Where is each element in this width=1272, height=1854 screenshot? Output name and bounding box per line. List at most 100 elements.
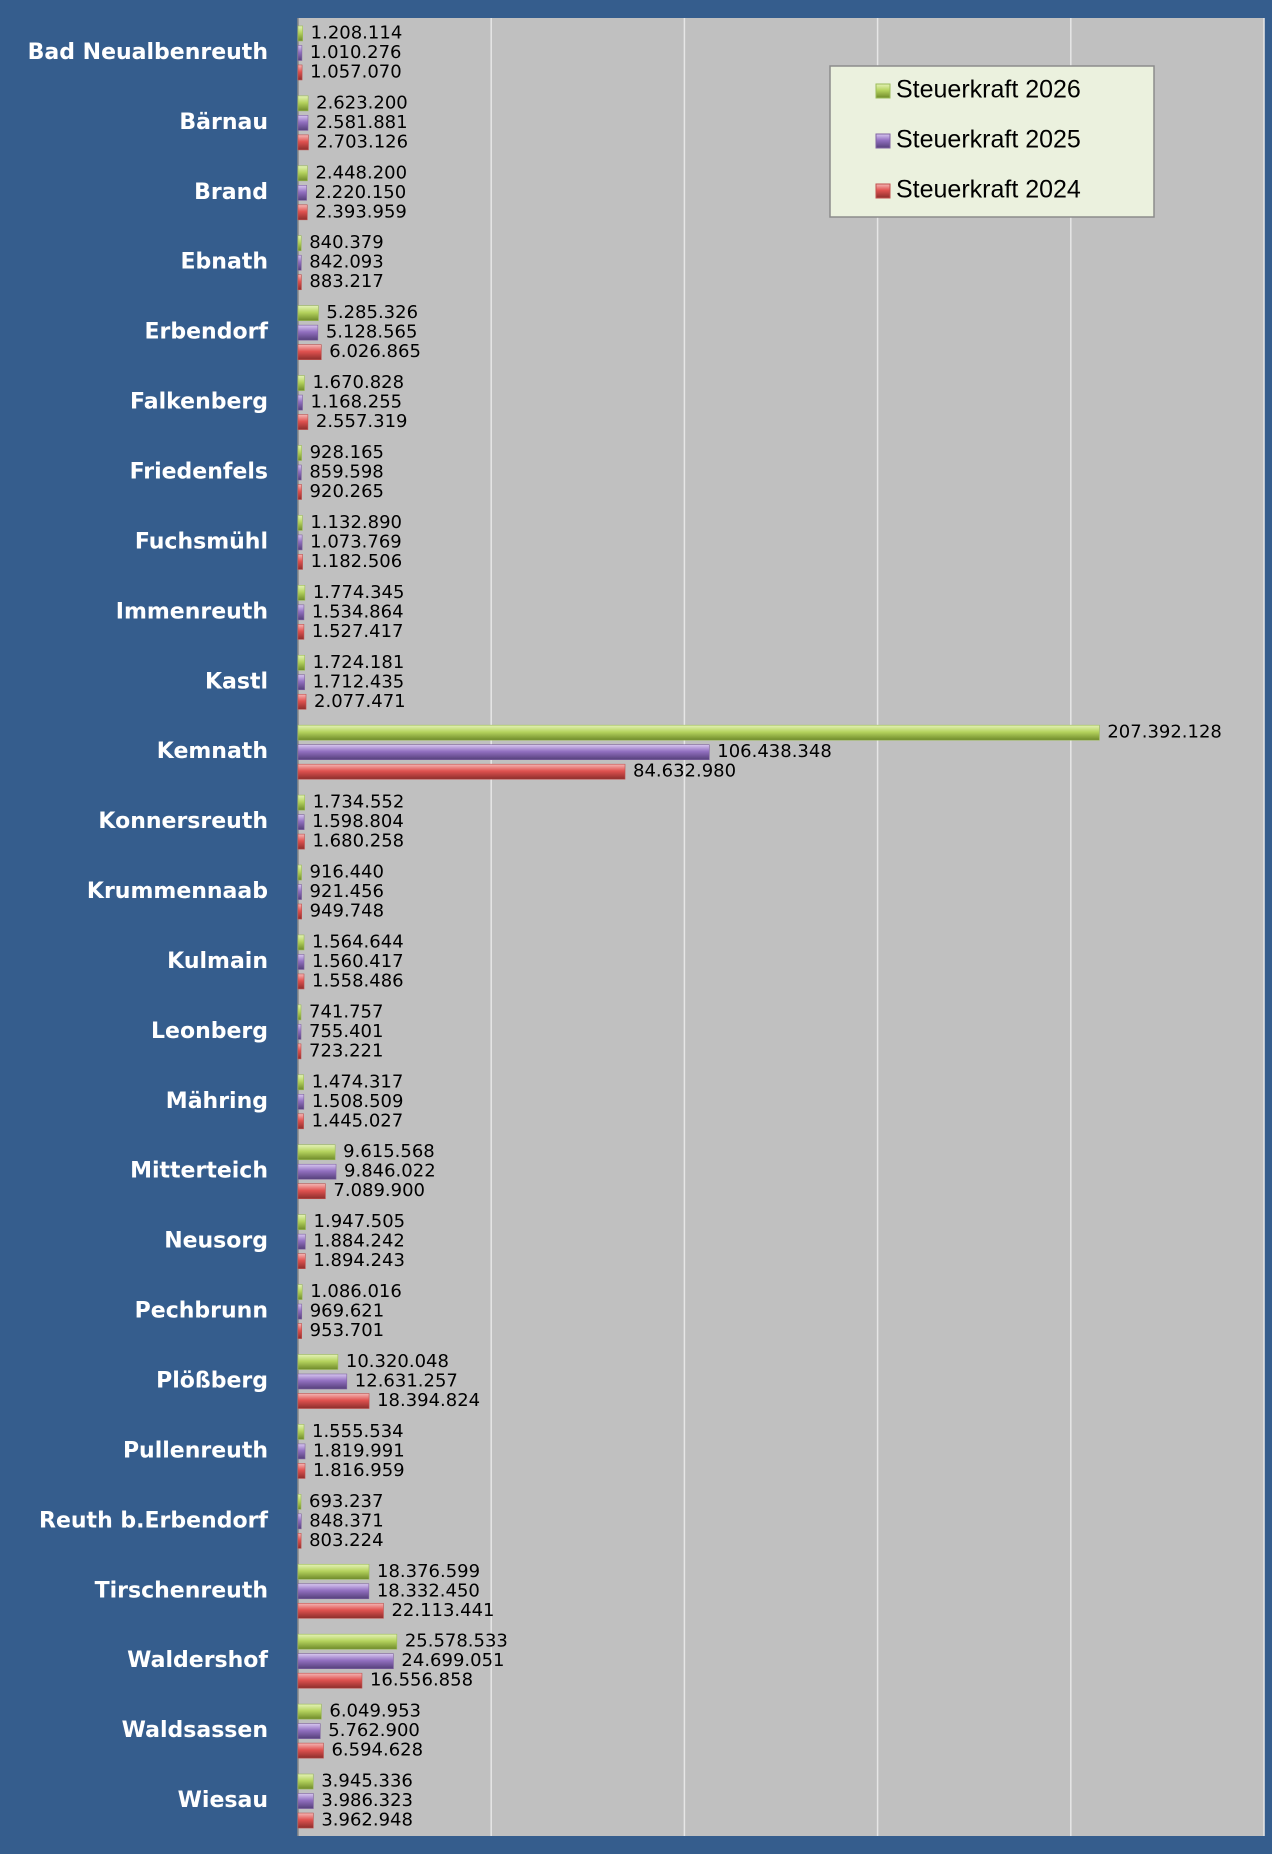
value-label: 928.165 [310,442,384,463]
bar [297,1214,306,1230]
value-label: 16.556.858 [370,1670,473,1691]
bar [297,394,303,411]
value-label: 1.508.509 [312,1091,404,1112]
bar [297,934,305,951]
bar [297,254,302,271]
value-label: 9.615.568 [343,1141,435,1162]
bar [297,1163,337,1180]
value-label: 3.986.323 [321,1790,413,1811]
value-label: 916.440 [310,862,384,883]
value-label: 5.762.900 [328,1720,420,1741]
bar [297,484,302,500]
value-label: 5.285.326 [326,302,418,323]
value-label: 2.557.319 [316,411,408,432]
bar [297,204,308,221]
bar [297,185,307,201]
category-label: Erbendorf [145,320,269,345]
value-label: 1.560.417 [312,951,404,972]
category-label: Brand [194,180,268,205]
value-label: 755.401 [309,1021,383,1042]
value-label: 3.962.948 [321,1810,413,1831]
bar [297,1793,314,1809]
value-label: 2.448.200 [315,162,407,183]
value-label: 1.527.417 [312,621,404,642]
bar [297,744,710,760]
bar [297,1533,302,1549]
category-label: Kastl [205,669,268,694]
bar [297,515,303,531]
bar [297,1602,384,1619]
bar [297,585,306,601]
bar [297,235,302,252]
legend-swatch [875,133,891,149]
value-label: 1.168.255 [311,392,403,413]
value-label: 1.734.552 [313,792,405,813]
bar [297,1323,302,1339]
bar [297,1253,306,1269]
value-label: 953.701 [310,1320,384,1341]
value-label: 12.631.257 [355,1371,458,1392]
value-label: 1.894.243 [313,1250,405,1271]
value-label: 9.846.022 [344,1161,436,1182]
value-label: 6.026.865 [329,341,421,362]
legend-swatch [875,83,891,99]
bar [297,165,308,182]
bar [297,375,305,391]
value-label: 18.394.824 [377,1390,480,1411]
value-label: 848.371 [309,1510,383,1531]
plot-area [298,18,1264,1836]
category-label: Falkenberg [130,390,268,415]
value-label: 1.724.181 [313,652,405,673]
bar [297,1703,322,1720]
value-label: 1.947.505 [314,1211,406,1232]
category-label: Waldsassen [122,1718,268,1743]
category-label: Neusorg [164,1229,268,1254]
value-label: 25.578.533 [405,1631,508,1652]
category-label: Kulmain [167,949,268,974]
bar [297,814,305,830]
bar [297,1183,326,1200]
bar [297,1773,314,1790]
bar [297,973,305,990]
value-label: 106.438.348 [717,741,832,762]
value-label: 1.816.959 [313,1460,405,1481]
bar [297,763,626,780]
value-label: 840.379 [309,232,383,253]
bar [297,1113,304,1130]
value-label: 1.670.828 [312,372,404,393]
legend-label: Steuerkraft 2024 [896,176,1081,204]
value-label: 7.089.900 [333,1180,425,1201]
bar [297,1074,304,1091]
bar [297,654,305,671]
category-label: Leonberg [151,1019,268,1044]
bar [297,445,302,461]
category-label: Reuth b.Erbendorf [39,1508,268,1533]
value-label: 1.680.258 [312,831,404,852]
bar [297,1354,339,1370]
bar [297,724,1100,741]
category-label: Wiesau [178,1788,268,1813]
bar [297,25,303,42]
value-label: 1.474.317 [312,1071,404,1092]
bar [297,305,319,321]
value-label: 2.581.881 [316,112,408,133]
value-label: 741.757 [309,1001,383,1022]
value-label: 949.748 [310,901,384,922]
bar [297,1233,306,1250]
bar [297,604,305,621]
bar [297,1393,370,1409]
bar [297,624,305,640]
value-label: 693.237 [309,1491,383,1512]
category-label: Friedenfels [130,460,268,485]
value-label: 1.086.016 [310,1281,402,1302]
bar [297,833,305,850]
bar [297,1742,324,1759]
value-label: 2.220.150 [315,182,407,203]
value-label: 24.699.051 [401,1650,504,1671]
category-label: Krummennaab [87,879,268,904]
value-label: 1.774.345 [313,582,405,603]
bar [297,1513,302,1530]
value-label: 84.632.980 [633,761,736,782]
legend-swatch [875,183,891,199]
